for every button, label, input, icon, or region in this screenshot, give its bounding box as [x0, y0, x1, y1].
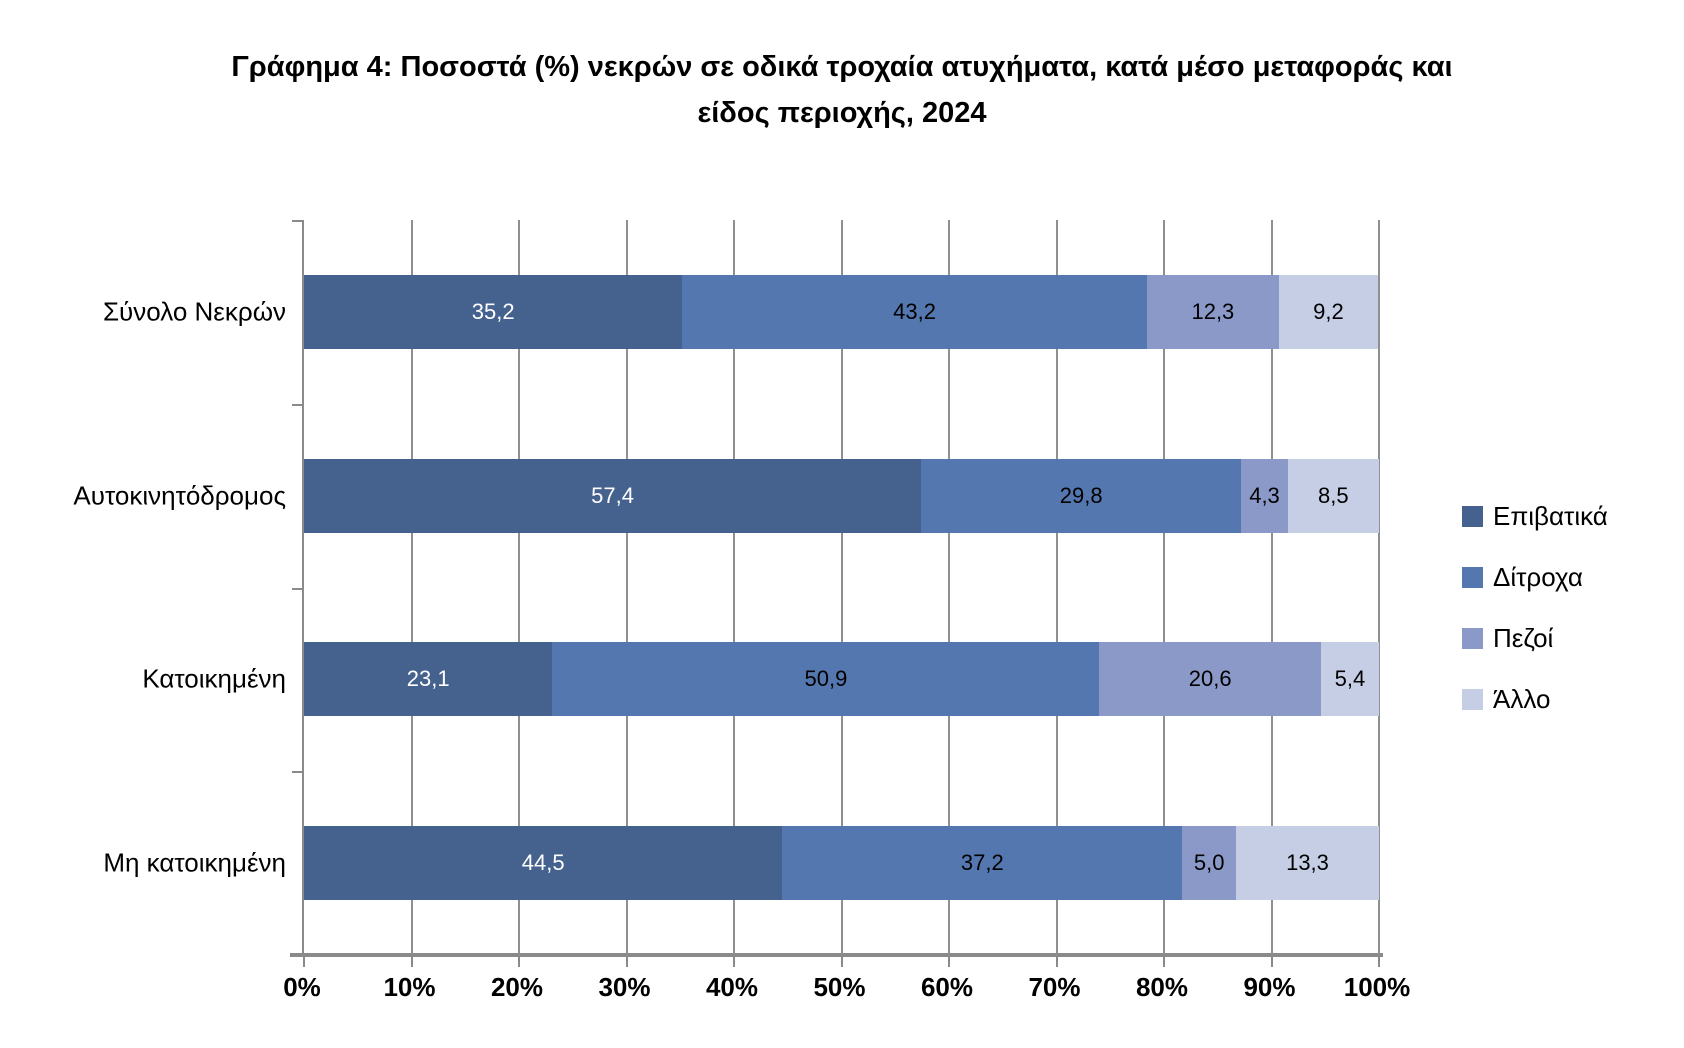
x-axis-tick-label: 50%: [813, 972, 866, 1002]
bar-value-label: 23,1: [406, 666, 450, 692]
bar-segment: 35,2: [304, 274, 683, 349]
bar-segment: 4,3: [1241, 458, 1288, 533]
bar-segment: 50,9: [552, 642, 1100, 717]
x-axis-tick-label: 30%: [598, 972, 651, 1002]
x-axis-tick-label: 10%: [383, 972, 436, 1002]
x-tick-mark: [840, 957, 843, 967]
bar-segment: 23,1: [304, 642, 553, 717]
bar-row-4: 44,5 37,2 5,0 13,3: [304, 826, 1379, 901]
bar-value-label: 13,3: [1286, 850, 1329, 876]
bar-row-3: 23,1 50,9 20,6 5,4: [304, 642, 1379, 717]
gridline-70%: [1055, 220, 1058, 955]
x-tick-mark: [1055, 957, 1058, 967]
legend-swatch-icon: [1462, 688, 1483, 710]
bar-segment: 8,5: [1287, 458, 1379, 533]
x-axis-tick-label: 20%: [490, 972, 544, 1002]
bar-value-label: 9,2: [1313, 298, 1344, 324]
legend-swatch-icon: [1462, 627, 1483, 649]
bar-segment: 12,3: [1146, 274, 1279, 349]
legend-label: Πεζοί: [1493, 622, 1554, 653]
x-axis-tick-label: 90%: [1243, 972, 1296, 1002]
y-tick-mark: [292, 587, 302, 590]
legend-swatch-icon: [1462, 566, 1483, 588]
legend-swatch-icon: [1462, 505, 1483, 527]
x-tick-mark: [1270, 957, 1273, 967]
bar-value-label: 20,6: [1188, 666, 1232, 692]
gridline-80%: [1163, 220, 1165, 955]
legend-label: Δίτροχα: [1493, 561, 1583, 592]
y-tick-mark: [292, 953, 302, 955]
x-axis-tick-label: 0%: [283, 972, 321, 1002]
legend-label: Επιβατικά: [1493, 500, 1608, 531]
bar-value-label: 4,3: [1249, 482, 1280, 508]
bar-value-label: 5,4: [1334, 666, 1366, 692]
x-axis-tick-label: 80%: [1135, 972, 1189, 1002]
chart-title-line-2: είδος περιοχής, 2024: [697, 97, 987, 129]
x-axis-tick-label: 60%: [920, 972, 974, 1002]
gridline-60%: [948, 220, 950, 955]
legend-item-2: Δίτροχα: [1462, 561, 1608, 592]
x-tick-mark: [625, 957, 628, 967]
bar-segment: 43,2: [682, 274, 1147, 349]
bar-value-label: 44,5: [521, 850, 565, 876]
gridline-90%: [1270, 220, 1273, 955]
category-label: Κατοικημένη: [142, 663, 286, 694]
bar-value-label: 50,9: [804, 666, 848, 692]
legend-item-3: Πεζοί: [1462, 622, 1608, 653]
gridline-10%: [410, 220, 413, 955]
bar-value-label: 12,3: [1191, 298, 1235, 324]
x-axis-tick-labels: 0% 10% 20% 30% 40% 50% 60% 70% 80% 90% 100%: [283, 972, 1410, 1012]
x-tick-mark: [410, 957, 413, 967]
category-label: Μη κατοικημένη: [103, 847, 286, 878]
y-axis-category-labels: Σύνολο Νεκρών Αυτοκινητόδρομος Κατοικημένη…: [0, 220, 286, 955]
chart-title-line-1: Γράφημα 4: Ποσοστά (%) νεκρών σε οδικά τ…: [231, 51, 1453, 83]
y-tick-mark: [292, 771, 302, 774]
gridline-40%: [733, 220, 735, 955]
bar-row-1: 35,2 43,2 12,3 9,2: [304, 274, 1379, 349]
y-tick-mark: [292, 403, 302, 406]
bar-value-label: 35,2: [471, 298, 515, 324]
bar-value-label: 43,2: [893, 298, 936, 324]
gridline-100%: [1378, 220, 1380, 955]
bar-row-2: 57,4 29,8 4,3 8,5: [304, 458, 1379, 533]
x-tick-mark: [1163, 957, 1165, 967]
legend-item-4: Άλλο: [1462, 683, 1608, 714]
gridline-50%: [840, 220, 843, 955]
legend: Επιβατικά Δίτροχα Πεζοί Άλλο: [1462, 500, 1608, 746]
category-label: Σύνολο Νεκρών: [102, 296, 286, 327]
bar-value-label: 57,4: [591, 482, 634, 508]
x-tick-mark: [733, 957, 735, 967]
x-axis-tick-label: 40%: [705, 972, 759, 1002]
bar-value-label: 8,5: [1318, 482, 1349, 508]
x-tick-mark: [303, 957, 305, 967]
chart-title: Γράφημα 4: Ποσοστά (%) νεκρών σε οδικά τ…: [0, 44, 1684, 136]
legend-label: Άλλο: [1493, 683, 1551, 714]
bar-segment: 13,3: [1236, 826, 1379, 901]
x-tick-mark: [948, 957, 950, 967]
bar-segment: 29,8: [921, 458, 1242, 533]
bar-value-label: 37,2: [960, 850, 1004, 876]
bar-segment: 9,2: [1279, 274, 1378, 349]
bar-segment: 37,2: [782, 826, 1183, 901]
category-label: Αυτοκινητόδρομος: [73, 480, 286, 511]
bar-segment: 57,4: [304, 458, 922, 533]
bar-segment: 44,5: [304, 826, 783, 901]
plot-area: 35,2 43,2 12,3 9,2 57,4 29,8 4,3 8,5 23,1 50,9 20,…: [290, 220, 1383, 967]
x-tick-mark: [1378, 957, 1380, 967]
x-axis-line: [290, 953, 1383, 957]
bar-segment: 5,4: [1320, 642, 1379, 717]
x-axis-tick-label: 100%: [1343, 972, 1411, 1002]
x-axis-tick-label: 70%: [1028, 972, 1081, 1002]
legend-item-1: Επιβατικά: [1462, 500, 1608, 531]
y-tick-mark: [292, 220, 302, 222]
x-tick-mark: [518, 957, 520, 967]
gridline-20%: [518, 220, 520, 955]
gridline-30%: [625, 220, 628, 955]
bar-segment: 20,6: [1099, 642, 1321, 717]
bar-value-label: 29,8: [1059, 482, 1103, 508]
bar-segment: 5,0: [1182, 826, 1237, 901]
bar-value-label: 5,0: [1193, 850, 1225, 876]
